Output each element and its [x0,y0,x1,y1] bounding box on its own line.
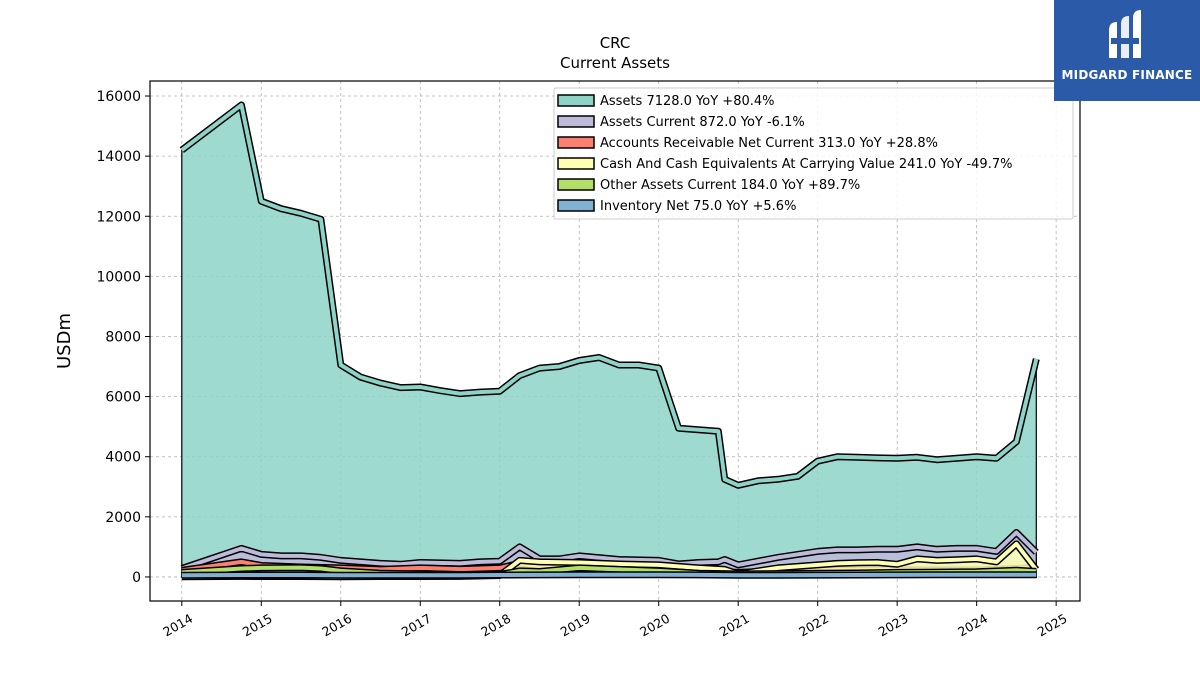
x-tick-label: 2020 [637,611,672,640]
legend-label: Assets Current 872.0 YoY -6.1% [600,115,805,130]
x-tick-label: 2024 [955,611,990,640]
chart-title: CRC [600,34,631,52]
x-tick-label: 2017 [399,611,434,640]
legend-box [553,87,1074,220]
y-axis-label: USDm [54,313,75,369]
series-layer [179,101,1040,581]
plot-frame [149,80,1081,602]
series-line [180,103,1039,488]
y-tick-label: 0 [132,570,141,586]
legend-swatch [557,199,595,212]
legend-swatch [557,136,595,149]
legend-label: Assets 7128.0 YoY +80.4% [600,94,775,109]
x-tick-label: 2018 [478,611,513,640]
series-line [181,572,1037,578]
x-tick-label: 2019 [558,611,593,640]
legend-label: Accounts Receivable Net Current 313.0 Yo… [600,136,938,151]
legend-label: Cash And Cash Equivalents At Carrying Va… [600,157,1012,172]
legend-label: Inventory Net 75.0 YoY +5.6% [600,199,796,214]
x-tick-label: 2025 [1035,611,1070,640]
y-tick-label: 6000 [105,390,141,406]
x-tick-label: 2014 [160,611,195,640]
series-line [181,530,1038,571]
series-inventory-net [181,571,1037,579]
x-tick-label: 2016 [319,611,354,640]
legend: Assets 7128.0 YoY +80.4% Assets Current 8… [553,87,1074,220]
chart-subtitle: Current Assets [560,54,670,72]
x-tick-label: 2023 [876,611,911,640]
x-tick-label: 2022 [796,611,831,640]
y-tick-label: 16000 [96,89,141,105]
x-tick-label: 2015 [240,611,275,640]
brand-logo: MIDGARD FINANCE [1054,0,1200,101]
legend-swatch [557,178,595,191]
legend-swatch [557,94,595,107]
logo-mark-icon [1109,10,1141,58]
series-assets [179,101,1040,578]
y-tick-label: 2000 [105,510,141,526]
y-tick-label: 4000 [105,450,141,466]
y-tick-label: 14000 [96,149,141,165]
logo-text: MIDGARD FINANCE [1061,68,1193,82]
legend-swatch [557,157,595,170]
y-tick-label: 8000 [105,329,141,345]
y-tick-label: 12000 [96,209,141,225]
y-tick-label: 10000 [96,269,141,285]
x-tick-label: 2021 [717,611,752,640]
legend-swatch [557,115,595,128]
legend-label: Other Assets Current 184.0 YoY +89.7% [600,178,860,193]
